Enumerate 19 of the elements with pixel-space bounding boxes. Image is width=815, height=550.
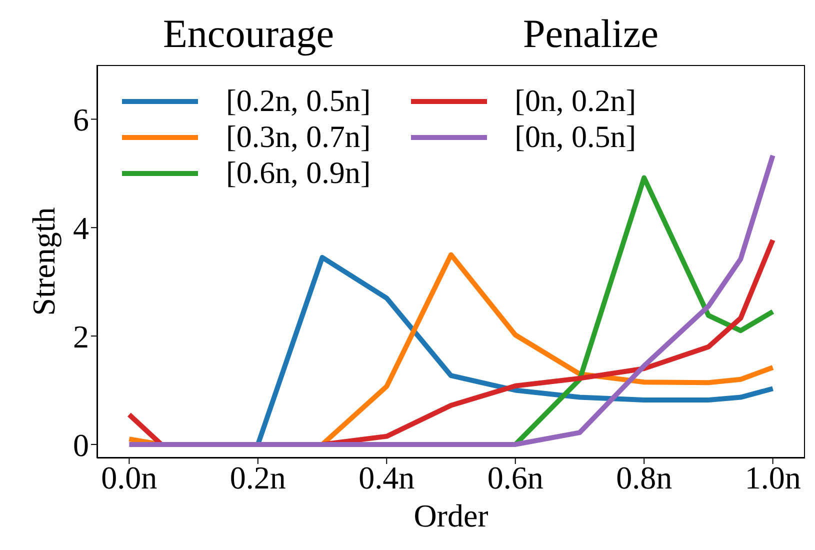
x-tick-label: 0.4n	[358, 460, 415, 496]
x-axis-title: Order	[414, 498, 489, 534]
legend-label: [0.3n, 0.7n]	[226, 119, 371, 155]
x-tick-label: 0.2n	[230, 460, 286, 496]
y-tick-label: 6	[73, 102, 89, 138]
text: Penalize	[523, 10, 658, 57]
y-tick-label: 2	[73, 318, 89, 354]
y-tick-label: 0	[73, 426, 89, 463]
y-tick-label: 4	[73, 210, 89, 246]
y-axis-title: Strength	[25, 207, 62, 316]
x-tick-label: 0.0n	[101, 460, 158, 496]
legend-label: [0.2n, 0.5n]	[226, 83, 371, 119]
x-tick-label: 1.0n	[744, 460, 801, 496]
legend-label: [0.6n, 0.9n]	[226, 155, 371, 191]
legend-label: [0n, 0.2n]	[514, 83, 636, 119]
text: Encourage	[163, 10, 334, 57]
x-tick-label: 0.8n	[616, 460, 672, 496]
legend-label: [0n, 0.5n]	[514, 119, 636, 155]
x-tick-label: 0.6n	[487, 460, 544, 496]
